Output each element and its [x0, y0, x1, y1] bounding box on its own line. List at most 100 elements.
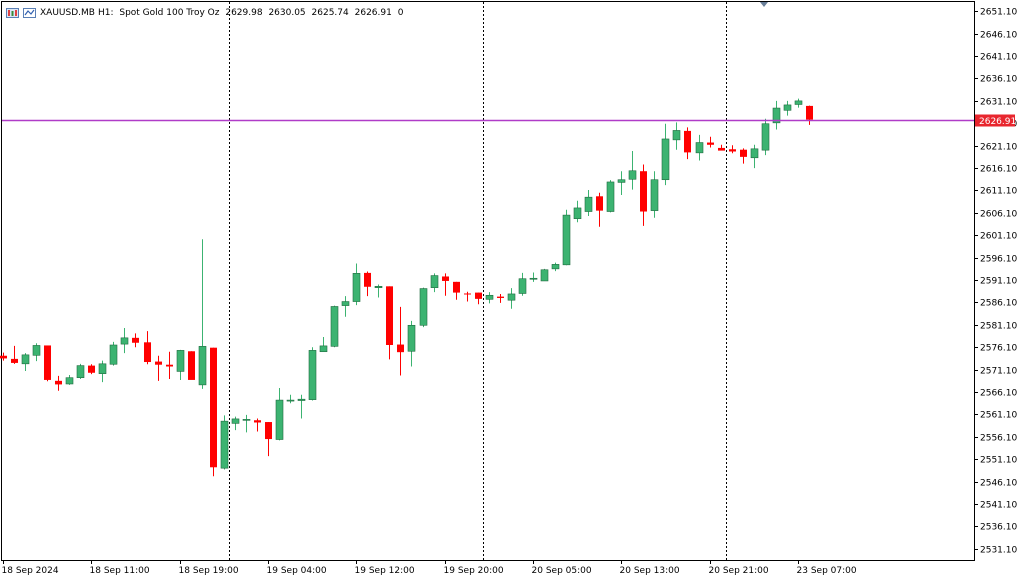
- x-axis-label: 23 Sep 07:00: [797, 566, 857, 576]
- bull-candle: [750, 148, 759, 159]
- bear-candle: [442, 276, 449, 281]
- bear-candle: [707, 142, 714, 145]
- y-axis-label: 2566.10: [980, 389, 1017, 399]
- y-axis-label: 2611.10: [980, 187, 1017, 197]
- bear-candle: [740, 149, 747, 157]
- bull-candle: [507, 293, 516, 301]
- y-axis-label: 2606.10: [980, 210, 1017, 220]
- bull-candle: [65, 377, 74, 385]
- x-axis-label: 19 Sep 12:00: [355, 566, 415, 576]
- bull-candle: [407, 324, 416, 352]
- x-axis-label: 18 Sep 2024: [2, 566, 59, 576]
- x-axis-label: 20 Sep 05:00: [532, 566, 592, 576]
- bear-candle: [144, 342, 151, 363]
- x-axis-label: 20 Sep 13:00: [620, 566, 680, 576]
- x-axis-label: 19 Sep 20:00: [444, 566, 504, 576]
- bear-candle: [210, 347, 217, 468]
- bear-candle: [364, 272, 371, 287]
- bull-candle: [672, 130, 681, 141]
- bull-candle: [650, 179, 659, 211]
- bull-candle: [562, 214, 571, 266]
- bull-candle: [419, 288, 428, 326]
- bear-candle: [453, 281, 460, 293]
- bear-candle: [265, 422, 272, 440]
- bear-candle: [11, 358, 18, 363]
- bull-candle: [330, 306, 339, 347]
- bull-candle: [518, 278, 527, 294]
- bull-candle: [21, 354, 30, 365]
- bull-candle: [275, 399, 284, 440]
- chart-menu-icon[interactable]: [6, 8, 19, 18]
- ohlc-close: 2626.91: [354, 8, 392, 18]
- symbol-description: Spot Gold 100 Troy Oz: [119, 8, 220, 18]
- bear-candle: [806, 105, 813, 120]
- bull-candle: [573, 207, 582, 219]
- bull-candle: [176, 350, 185, 372]
- bull-candle: [783, 104, 792, 111]
- bull-candle: [584, 196, 593, 212]
- bull-candle: [661, 138, 670, 181]
- bull-candle: [485, 294, 494, 300]
- y-axis-label: 2651.10: [980, 8, 1017, 18]
- y-axis-label: 2571.10: [980, 367, 1017, 377]
- bear-candle: [44, 345, 51, 380]
- timeframe-label: H1:: [97, 8, 114, 18]
- bull-candle: [76, 365, 85, 378]
- bear-candle: [397, 344, 404, 353]
- bull-candle: [628, 170, 637, 180]
- bull-candle: [109, 344, 118, 365]
- bear-candle: [640, 171, 647, 212]
- bull-candle: [540, 269, 549, 282]
- y-axis-label: 2631.10: [980, 98, 1017, 108]
- bull-candle: [198, 346, 207, 386]
- ohlc-open: 2629.98: [225, 8, 263, 18]
- bear-candle: [132, 337, 139, 343]
- bull-candle: [617, 179, 626, 183]
- bear-candle: [729, 149, 736, 152]
- bull-candle: [794, 100, 803, 105]
- bull-candle: [551, 264, 560, 270]
- bull-candle: [772, 107, 781, 124]
- bull-candle: [231, 418, 240, 424]
- indicator-window-icon[interactable]: [23, 8, 36, 18]
- y-axis-label: 2591.10: [980, 277, 1017, 287]
- bear-candle: [166, 364, 173, 367]
- bear-candle: [254, 420, 261, 423]
- bull-candle: [341, 301, 350, 306]
- bull-candle: [606, 181, 615, 212]
- bear-candle: [684, 130, 691, 153]
- y-axis-label: 2636.10: [980, 75, 1017, 85]
- bull-candle: [319, 345, 328, 353]
- plot-frame: [1, 1, 975, 561]
- y-axis-label: 2536.10: [980, 523, 1017, 533]
- bear-candle: [55, 380, 62, 385]
- bull-candle: [242, 419, 251, 421]
- bear-candle: [475, 292, 482, 299]
- y-axis-label: 2641.10: [980, 53, 1017, 63]
- y-axis-label: 2646.10: [980, 31, 1017, 41]
- bear-candle: [497, 296, 504, 298]
- bull-candle: [32, 345, 41, 356]
- bear-candle: [386, 286, 393, 345]
- y-axis-label: 2586.10: [980, 299, 1017, 309]
- bull-candle: [98, 363, 107, 374]
- bear-candle: [188, 351, 195, 380]
- y-axis-label: 2546.10: [980, 479, 1017, 489]
- bear-candle: [155, 361, 162, 365]
- current-price-tag: [975, 114, 1015, 127]
- bull-candle: [761, 123, 770, 151]
- y-axis-label: 2576.10: [980, 344, 1017, 354]
- x-axis-label: 19 Sep 04:00: [267, 566, 327, 576]
- symbol-info-bar: XAUUSD.MB H1: Spot Gold 100 Troy Oz 2629.…: [6, 6, 406, 20]
- bull-candle: [286, 399, 295, 402]
- y-axis-label: 2621.10: [980, 143, 1017, 153]
- tick-volume: 0: [397, 8, 404, 18]
- chart-shift-marker-icon[interactable]: [760, 2, 768, 7]
- bull-candle: [220, 420, 229, 469]
- y-axis-label: 2601.10: [980, 232, 1017, 242]
- bull-candle: [695, 142, 704, 154]
- ohlc-low: 2625.74: [311, 8, 349, 18]
- bull-candle: [529, 277, 538, 280]
